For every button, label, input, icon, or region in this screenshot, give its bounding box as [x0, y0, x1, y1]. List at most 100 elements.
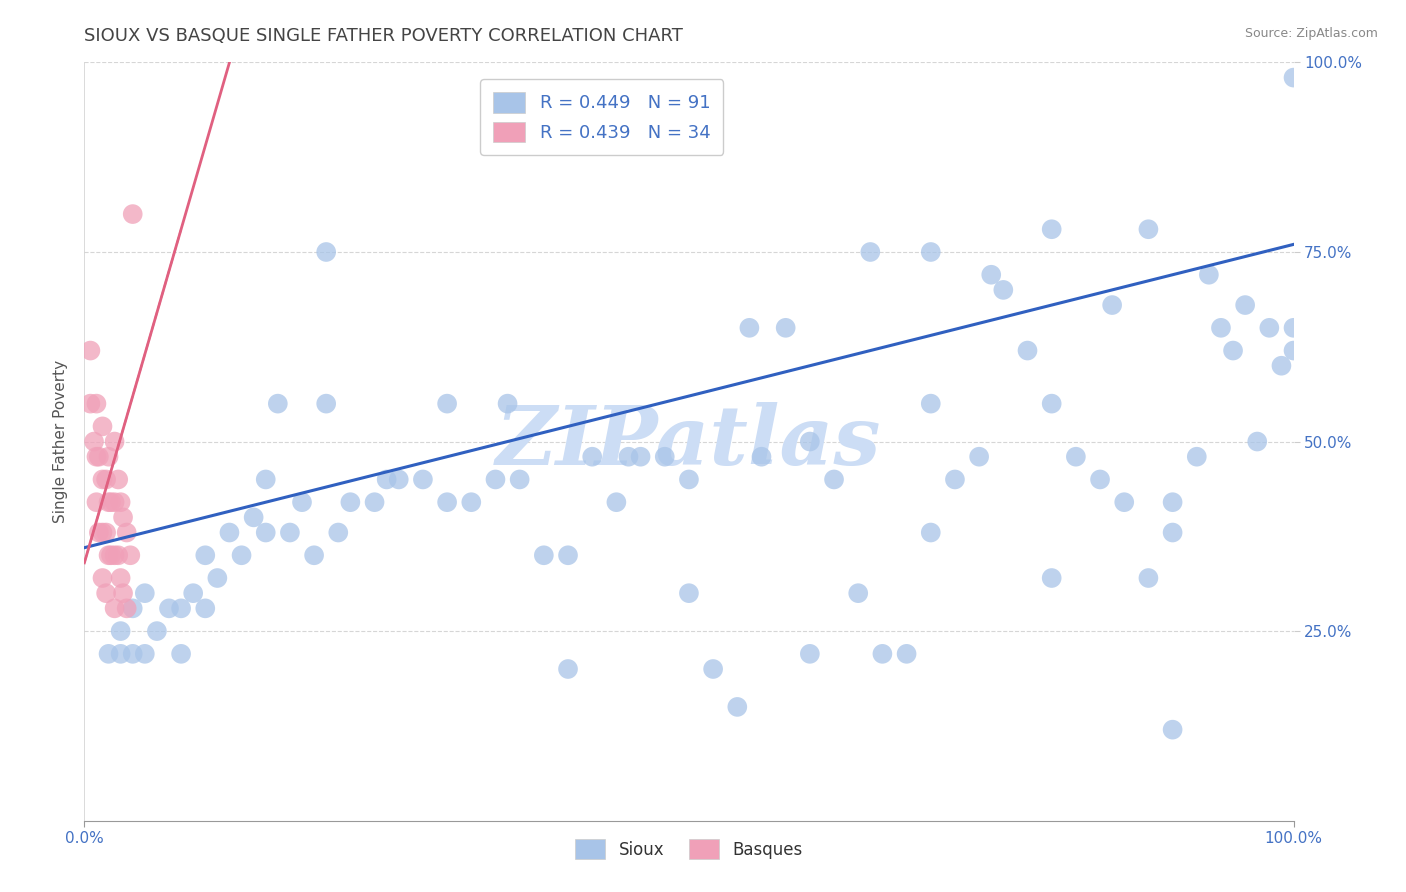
Point — [654, 450, 676, 464]
Point — [775, 320, 797, 334]
Point — [94, 473, 117, 487]
Point — [83, 434, 105, 449]
Point — [1040, 571, 1063, 585]
Point — [207, 571, 229, 585]
Point — [920, 396, 942, 410]
Point — [1114, 495, 1136, 509]
Point — [112, 586, 135, 600]
Point — [1161, 525, 1184, 540]
Point — [100, 548, 122, 563]
Point — [120, 548, 142, 563]
Point — [1222, 343, 1244, 358]
Point — [725, 699, 748, 714]
Point — [1017, 343, 1039, 358]
Point — [1064, 450, 1087, 464]
Point — [87, 450, 110, 464]
Point — [1040, 396, 1063, 410]
Point — [509, 473, 531, 487]
Point — [1282, 70, 1305, 85]
Point — [79, 396, 101, 410]
Point — [104, 548, 127, 563]
Point — [194, 601, 217, 615]
Point — [121, 207, 143, 221]
Point — [1185, 450, 1208, 464]
Point — [110, 647, 132, 661]
Point — [799, 434, 821, 449]
Point — [436, 495, 458, 509]
Point — [967, 450, 990, 464]
Point — [859, 244, 882, 259]
Point — [94, 586, 117, 600]
Point — [170, 601, 193, 615]
Point — [121, 601, 143, 615]
Point — [1137, 571, 1160, 585]
Point — [97, 495, 120, 509]
Point — [484, 473, 506, 487]
Point — [605, 495, 627, 509]
Point — [1088, 473, 1111, 487]
Point — [460, 495, 482, 509]
Point — [267, 396, 290, 410]
Text: SIOUX VS BASQUE SINGLE FATHER POVERTY CORRELATION CHART: SIOUX VS BASQUE SINGLE FATHER POVERTY CO… — [84, 27, 683, 45]
Point — [630, 450, 652, 464]
Point — [112, 510, 135, 524]
Point — [146, 624, 169, 639]
Point — [94, 525, 117, 540]
Point — [315, 244, 337, 259]
Point — [107, 548, 129, 563]
Point — [363, 495, 385, 509]
Point — [436, 396, 458, 410]
Point — [617, 450, 640, 464]
Point — [134, 586, 156, 600]
Point — [1246, 434, 1268, 449]
Legend: Sioux, Basques: Sioux, Basques — [568, 833, 810, 865]
Point — [896, 647, 918, 661]
Y-axis label: Single Father Poverty: Single Father Poverty — [53, 360, 69, 523]
Point — [678, 473, 700, 487]
Point — [1198, 268, 1220, 282]
Point — [315, 396, 337, 410]
Point — [1282, 320, 1305, 334]
Point — [993, 283, 1015, 297]
Point — [107, 473, 129, 487]
Point — [1234, 298, 1257, 312]
Point — [533, 548, 555, 563]
Point — [79, 343, 101, 358]
Point — [1270, 359, 1292, 373]
Point — [97, 450, 120, 464]
Point — [339, 495, 361, 509]
Point — [496, 396, 519, 410]
Point — [86, 396, 108, 410]
Point — [738, 320, 761, 334]
Point — [557, 548, 579, 563]
Point — [104, 601, 127, 615]
Point — [87, 525, 110, 540]
Point — [920, 525, 942, 540]
Text: ZIPatlas: ZIPatlas — [496, 401, 882, 482]
Point — [86, 495, 108, 509]
Point — [242, 510, 264, 524]
Point — [218, 525, 240, 540]
Point — [115, 525, 138, 540]
Text: Source: ZipAtlas.com: Source: ZipAtlas.com — [1244, 27, 1378, 40]
Point — [91, 473, 114, 487]
Point — [254, 473, 277, 487]
Point — [278, 525, 301, 540]
Point — [91, 571, 114, 585]
Point — [751, 450, 773, 464]
Point — [104, 434, 127, 449]
Point — [388, 473, 411, 487]
Point — [1209, 320, 1232, 334]
Point — [110, 571, 132, 585]
Point — [375, 473, 398, 487]
Point — [97, 548, 120, 563]
Point — [1161, 495, 1184, 509]
Point — [920, 244, 942, 259]
Point — [581, 450, 603, 464]
Point — [823, 473, 845, 487]
Point — [1101, 298, 1123, 312]
Point — [170, 647, 193, 661]
Point — [328, 525, 350, 540]
Point — [678, 586, 700, 600]
Point — [943, 473, 966, 487]
